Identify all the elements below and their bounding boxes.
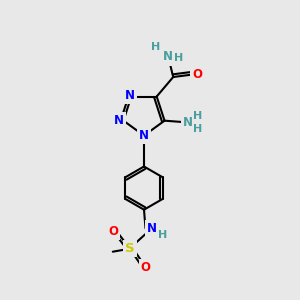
Text: S: S (125, 242, 135, 255)
Text: N: N (163, 50, 173, 63)
Text: N: N (183, 116, 193, 129)
Text: O: O (192, 68, 202, 81)
Text: H: H (193, 124, 202, 134)
Text: H: H (152, 42, 161, 52)
Text: H: H (158, 230, 167, 240)
Text: H: H (174, 53, 183, 63)
Text: N: N (147, 222, 157, 236)
Text: O: O (141, 261, 151, 274)
Text: N: N (114, 114, 124, 127)
Text: N: N (139, 129, 149, 142)
Text: N: N (125, 88, 135, 101)
Text: H: H (193, 111, 202, 121)
Text: O: O (108, 225, 118, 238)
